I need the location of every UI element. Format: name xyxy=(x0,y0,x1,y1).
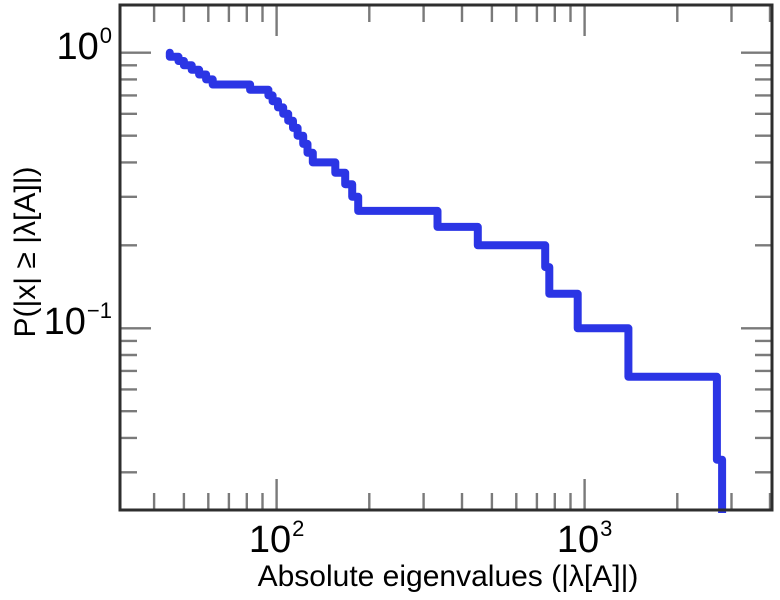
tick-exponent: −1 xyxy=(86,298,112,324)
x-tick-label-1e3: 103 xyxy=(556,518,613,561)
y-tick-label-1e-1: 10−1 xyxy=(43,300,112,344)
x-axis-label: Absolute eigenvalues (|λ[A]|) xyxy=(257,560,639,593)
tick-exponent: 0 xyxy=(99,22,112,48)
tick-base: 10 xyxy=(556,519,600,561)
tick-base: 10 xyxy=(43,301,86,344)
x-tick-label-1e2: 102 xyxy=(248,518,305,561)
tick-base: 10 xyxy=(56,25,99,68)
y-tick-label-1e0: 100 xyxy=(56,24,112,68)
tick-base: 10 xyxy=(248,519,292,561)
tick-exponent: 2 xyxy=(292,516,305,541)
ccdf-curve xyxy=(165,48,727,513)
tick-exponent: 3 xyxy=(600,516,613,541)
y-axis-label: P(|x| ≥ |λ[A]|) xyxy=(9,166,42,338)
